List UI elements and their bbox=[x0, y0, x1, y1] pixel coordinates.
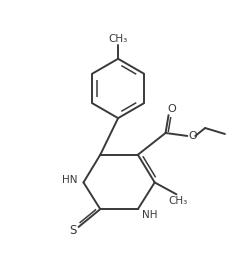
Text: O: O bbox=[187, 131, 196, 141]
Text: O: O bbox=[167, 104, 175, 114]
Text: NH: NH bbox=[141, 210, 157, 220]
Text: CH₃: CH₃ bbox=[168, 196, 187, 206]
Text: S: S bbox=[69, 225, 76, 237]
Text: CH₃: CH₃ bbox=[108, 34, 127, 44]
Text: HN: HN bbox=[62, 176, 77, 185]
